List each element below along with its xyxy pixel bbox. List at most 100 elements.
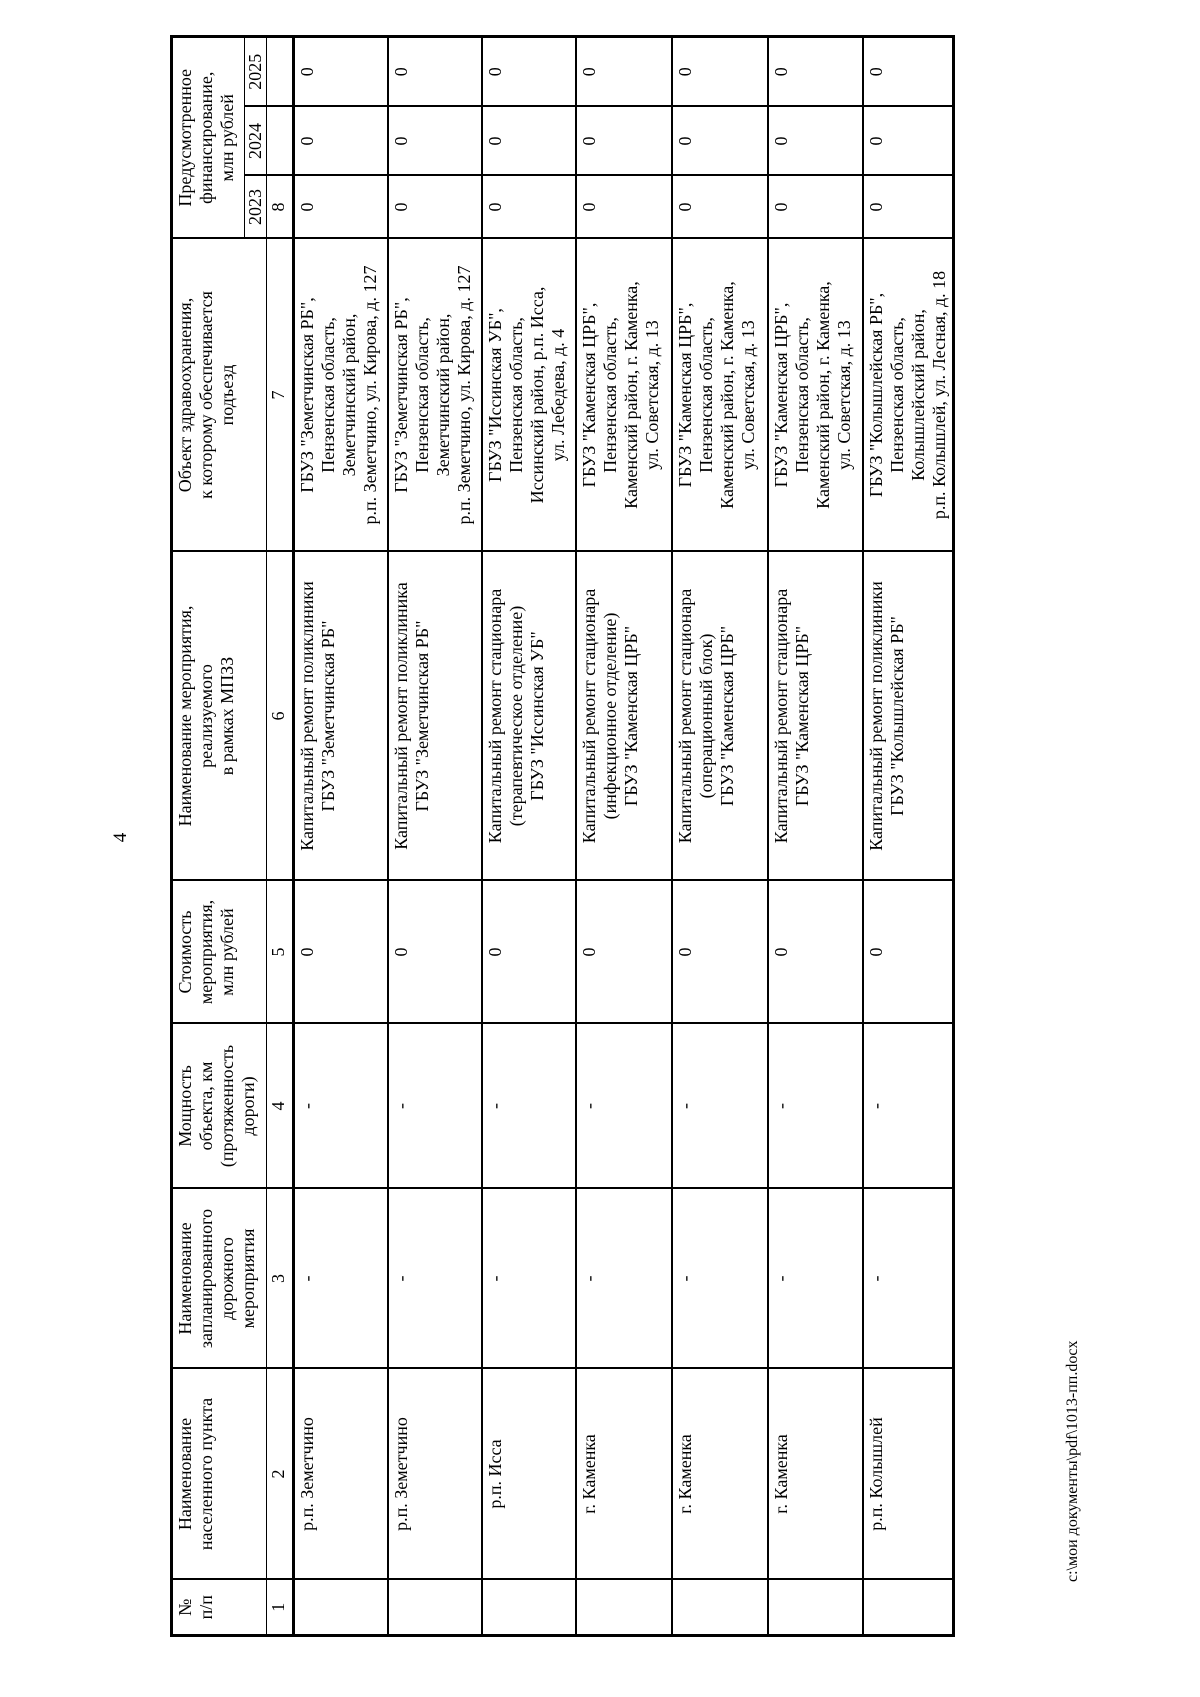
cell-facility: ГБУЗ "Колышлейская РБ", Пензенская облас… xyxy=(862,238,953,552)
cell-mpz-measure: Капитальный ремонт стационара (операцион… xyxy=(671,551,768,881)
cell-row-number xyxy=(481,1579,576,1636)
cell-fin-2025: 0 xyxy=(293,36,388,107)
cell-settlement: г. Каменка xyxy=(671,1368,768,1580)
cell-row-number xyxy=(387,1579,482,1636)
cell-mpz-measure: Капитальный ремонт поликлиники ГБУЗ "Кол… xyxy=(862,551,953,881)
cell-row-number xyxy=(671,1579,768,1636)
colnum-4: 4 xyxy=(266,1023,294,1189)
cell-facility: ГБУЗ "Иссинская УБ", Пензенская область,… xyxy=(481,238,576,552)
cell-row-number xyxy=(862,1579,953,1636)
cell-row-number xyxy=(767,1579,863,1636)
cell-capacity: - xyxy=(575,1023,672,1189)
cell-fin-2023: 0 xyxy=(293,175,388,239)
cell-mpz-measure: Капитальный ремонт стационара (инфекцион… xyxy=(575,551,672,881)
cell-fin-2024: 0 xyxy=(862,106,953,176)
header-cost: Стоимость мероприятия, млн рублей xyxy=(171,880,267,1024)
table-row: г. Каменка - - 0 Капитальный ремонт стац… xyxy=(575,36,672,1636)
page-number: 4 xyxy=(110,832,131,843)
cell-settlement: р.п. Исса xyxy=(481,1368,576,1580)
cell-mpz-measure: Капитальный ремонт стационара ГБУЗ "Каме… xyxy=(767,551,863,881)
cell-cost: 0 xyxy=(575,880,672,1024)
cell-cost: 0 xyxy=(293,880,388,1024)
header-num: № п/п xyxy=(171,1579,267,1636)
cell-facility: ГБУЗ "Каменская ЦРБ", Пензенская область… xyxy=(575,238,672,552)
table-row: г. Каменка - - 0 Капитальный ремонт стац… xyxy=(671,36,768,1636)
cell-facility: ГБУЗ "Каменская ЦРБ", Пензенская область… xyxy=(671,238,768,552)
cell-facility: ГБУЗ "Каменская ЦРБ", Пензенская область… xyxy=(767,238,863,552)
cell-road-measure: - xyxy=(671,1188,768,1369)
cell-fin-2025: 0 xyxy=(862,36,953,107)
cell-cost: 0 xyxy=(481,880,576,1024)
cell-fin-2024: 0 xyxy=(293,106,388,176)
header-year-2025: 2025 xyxy=(244,36,267,107)
cell-capacity: - xyxy=(767,1023,863,1189)
cell-fin-2025: 0 xyxy=(575,36,672,107)
header-year-2023: 2023 xyxy=(244,175,267,239)
cell-mpz-measure: Капитальный ремонт поликлиники ГБУЗ "Зем… xyxy=(293,551,388,881)
colnum-7: 7 xyxy=(266,238,294,552)
cell-fin-2024: 0 xyxy=(671,106,768,176)
cell-capacity: - xyxy=(481,1023,576,1189)
cell-fin-2024: 0 xyxy=(767,106,863,176)
cell-settlement: г. Каменка xyxy=(767,1368,863,1580)
cell-fin-2023: 0 xyxy=(387,175,482,239)
table-row: р.п. Колышлей - - 0 Капитальный ремонт п… xyxy=(862,36,953,1636)
table-row: р.п. Земетчино - - 0 Капитальный ремонт … xyxy=(387,36,482,1636)
cell-capacity: - xyxy=(293,1023,388,1189)
cell-mpz-measure: Капитальный ремонт поликлиника ГБУЗ "Зем… xyxy=(387,551,482,881)
cell-cost: 0 xyxy=(671,880,768,1024)
cell-fin-2024: 0 xyxy=(387,106,482,176)
cell-fin-2025: 0 xyxy=(481,36,576,107)
cell-fin-2023: 0 xyxy=(767,175,863,239)
cell-settlement: г. Каменка xyxy=(575,1368,672,1580)
cell-fin-2025: 0 xyxy=(671,36,768,107)
cell-fin-2023: 0 xyxy=(575,175,672,239)
header-capacity: Мощность объекта, км (протяженность доро… xyxy=(171,1023,267,1189)
document-path-footer: с:\мои документы\pdf\1013-пп.docx xyxy=(1064,1340,1081,1582)
colnum-10 xyxy=(266,36,294,107)
colnum-5: 5 xyxy=(266,880,294,1024)
table-row: г. Каменка - - 0 Капитальный ремонт стац… xyxy=(767,36,863,1636)
header-year-2024: 2024 xyxy=(244,106,267,176)
cell-capacity: - xyxy=(671,1023,768,1189)
colnum-2: 2 xyxy=(266,1368,294,1580)
cell-row-number xyxy=(293,1579,388,1636)
colnum-6: 6 xyxy=(266,551,294,881)
road-measures-table: № п/п Наименование населенного пункта На… xyxy=(170,35,955,1637)
header-financing: Предусмотренное финансирование, млн рубл… xyxy=(171,36,245,239)
cell-facility: ГБУЗ "Земетчинская РБ", Пензенская облас… xyxy=(293,238,388,552)
cell-fin-2023: 0 xyxy=(671,175,768,239)
cell-road-measure: - xyxy=(481,1188,576,1369)
cell-settlement: р.п. Колышлей xyxy=(862,1368,953,1580)
numbering-row: 1 2 3 4 5 6 7 8 xyxy=(266,36,294,1636)
cell-settlement: р.п. Земетчино xyxy=(293,1368,388,1580)
cell-road-measure: - xyxy=(293,1188,388,1369)
colnum-8: 8 xyxy=(266,175,294,239)
cell-capacity: - xyxy=(387,1023,482,1189)
cell-fin-2023: 0 xyxy=(862,175,953,239)
cell-fin-2023: 0 xyxy=(481,175,576,239)
cell-road-measure: - xyxy=(862,1188,953,1369)
colnum-3: 3 xyxy=(266,1188,294,1369)
cell-cost: 0 xyxy=(767,880,863,1024)
header-facility: Объект здравоохранения, к которому обесп… xyxy=(171,238,267,552)
cell-facility: ГБУЗ "Земетчинская РБ", Пензенская облас… xyxy=(387,238,482,552)
cell-fin-2025: 0 xyxy=(767,36,863,107)
cell-road-measure: - xyxy=(387,1188,482,1369)
cell-settlement: р.п. Земетчино xyxy=(387,1368,482,1580)
cell-capacity: - xyxy=(862,1023,953,1189)
cell-cost: 0 xyxy=(862,880,953,1024)
header-road-measure: Наименование запланированного дорожного … xyxy=(171,1188,267,1369)
cell-fin-2025: 0 xyxy=(387,36,482,107)
cell-row-number xyxy=(575,1579,672,1636)
cell-road-measure: - xyxy=(767,1188,863,1369)
header-settlement: Наименование населенного пункта xyxy=(171,1368,267,1580)
cell-fin-2024: 0 xyxy=(481,106,576,176)
table-row: р.п. Исса - - 0 Капитальный ремонт стаци… xyxy=(481,36,576,1636)
cell-road-measure: - xyxy=(575,1188,672,1369)
header-row: № п/п Наименование населенного пункта На… xyxy=(171,36,267,1636)
cell-fin-2024: 0 xyxy=(575,106,672,176)
colnum-9 xyxy=(266,106,294,176)
